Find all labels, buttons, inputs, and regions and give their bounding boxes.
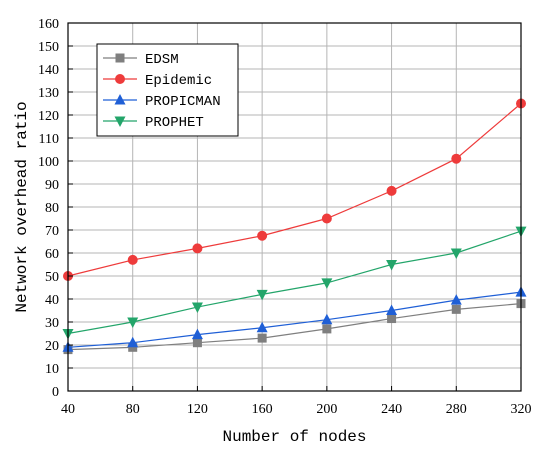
x-tick-label: 160 [252,402,273,417]
y-axis-label: Network overhead ratio [13,101,31,312]
series-layer [62,98,527,355]
data-point-prophet [256,289,268,301]
data-point-epidemic [321,213,332,224]
data-point-edsm [451,304,461,314]
data-point-propicman [386,304,398,315]
legend-label-propicman: PROPICMAN [145,94,221,110]
x-tick-label: 240 [381,402,402,417]
series-line-prophet [67,230,522,335]
data-point-epidemic [451,153,462,164]
data-point-prophet [191,302,203,314]
x-tick-label: 40 [61,402,75,417]
data-point-edsm [192,338,202,348]
y-tick-label: 120 [38,109,59,124]
grid [68,23,521,391]
data-point-prophet [321,278,333,289]
x-tick-label: 80 [126,402,140,417]
legend-marker-epidemic [115,74,125,84]
legend: EDSM Epidemic PROPICMAN PROPHET [96,43,239,137]
series-propicman [62,286,527,352]
data-point-edsm [128,342,138,352]
series-line-propicman [67,291,522,348]
legend-item-prophet: PROPHET [103,115,204,131]
data-point-prophet [386,260,398,271]
y-tick-label: 20 [45,339,59,354]
y-tick-label: 60 [45,247,59,262]
data-point-edsm [257,333,267,343]
y-tick-label: 70 [45,224,59,239]
legend-label-epidemic: Epidemic [145,73,212,89]
tick-layer: 40 80 120 160 200 240 280 320 0 10 20 30 40 50 60 70 80 9… [38,17,532,417]
y-tick-label: 140 [38,63,59,78]
y-tick-label: 10 [45,362,59,377]
y-tick-label: 100 [38,155,59,170]
data-point-propicman [256,321,268,333]
data-point-propicman [191,328,203,340]
legend-label-prophet: PROPHET [145,115,204,131]
legend-item-epidemic: Epidemic [103,73,212,89]
data-point-propicman [450,294,462,305]
y-tick-label: 40 [45,293,59,308]
legend-item-edsm: EDSM [103,52,179,68]
series-line-epidemic [67,103,522,277]
y-tick-label: 150 [38,40,59,55]
x-tick-label: 120 [187,402,208,417]
x-tick-label: 320 [511,402,532,417]
legend-label-edsm: EDSM [145,52,179,68]
data-point-epidemic [257,230,268,241]
data-point-epidemic [386,185,397,196]
legend-item-propicman: PROPICMAN [103,94,221,110]
y-tick-label: 110 [39,132,59,147]
data-point-epidemic [192,243,203,254]
data-point-propicman [127,336,139,348]
y-tick-label: 30 [45,316,59,331]
x-tick-label: 200 [316,402,337,417]
y-tick-label: 80 [45,201,59,216]
y-tick-label: 130 [38,86,59,101]
data-point-propicman [321,313,333,325]
data-point-edsm [322,324,332,334]
y-tick-label: 0 [52,385,59,400]
series-line-edsm [67,303,522,351]
legend-marker-prophet [114,116,126,127]
legend-marker-edsm [115,53,125,63]
y-tick-label: 160 [38,17,59,32]
data-point-edsm [387,314,397,324]
legend-marker-propicman [114,94,126,105]
y-tick-label: 90 [45,178,59,193]
data-point-epidemic [127,254,138,265]
x-axis-label: Number of nodes [222,428,366,446]
y-tick-label: 50 [45,270,59,285]
data-point-prophet [127,317,139,328]
data-point-prophet [450,248,462,259]
x-tick-label: 280 [446,402,467,417]
